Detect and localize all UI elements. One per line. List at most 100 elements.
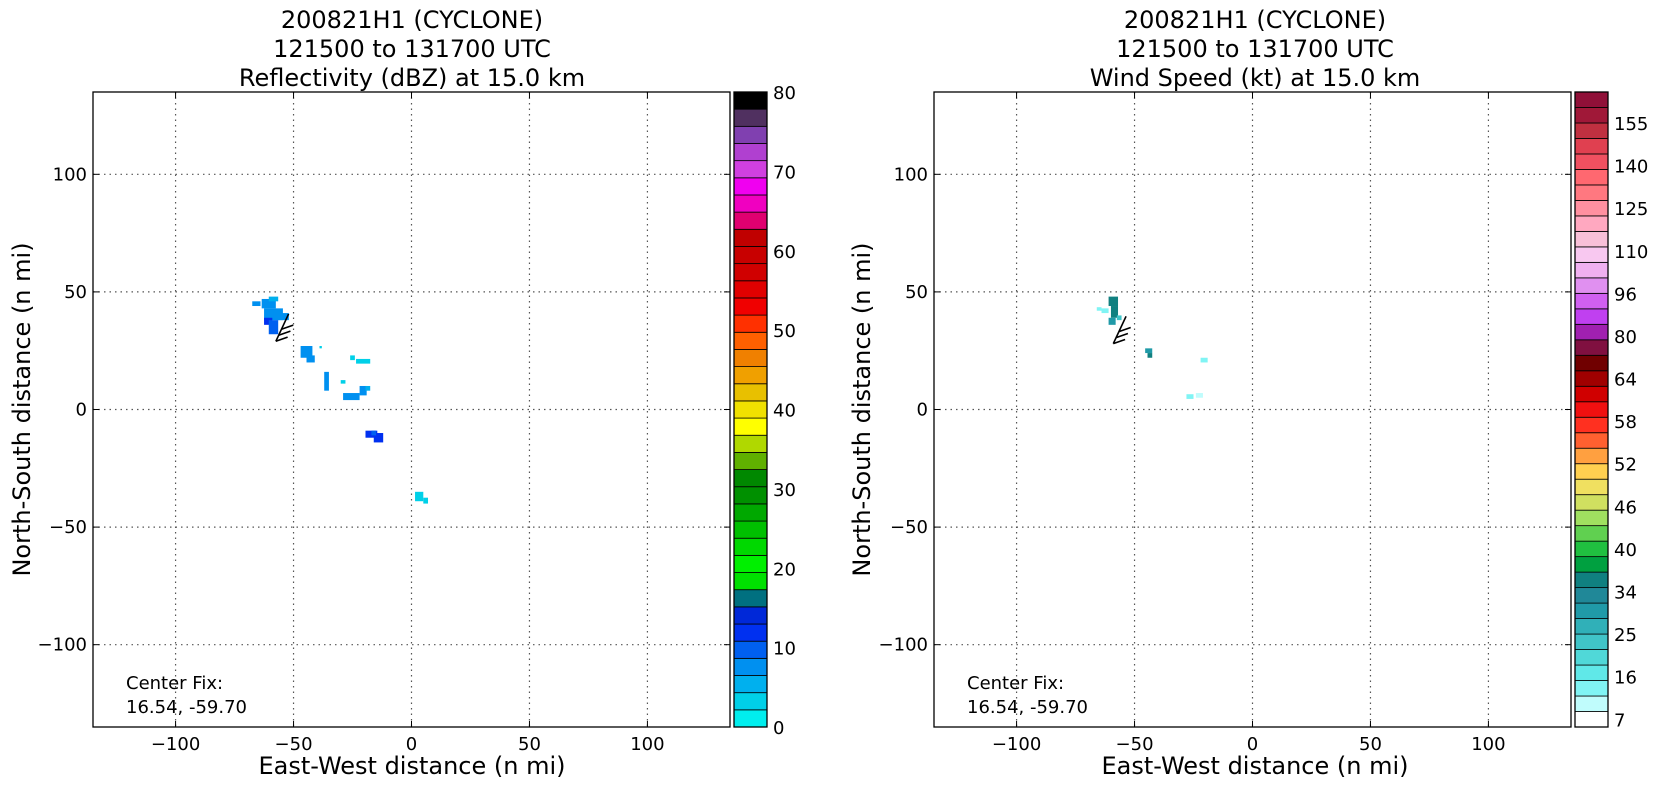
colorbar-swatch bbox=[733, 692, 768, 711]
colorbar-tick-label: 70 bbox=[773, 162, 796, 183]
colorbar-swatch bbox=[1574, 370, 1609, 387]
colorbar-swatch bbox=[1574, 494, 1609, 511]
colorbar-swatch bbox=[1574, 680, 1609, 697]
colorbar-swatch bbox=[733, 486, 768, 505]
colorbar-swatch bbox=[1574, 540, 1609, 558]
x-tick-label: −100 bbox=[151, 734, 200, 755]
colorbar-swatch bbox=[1574, 416, 1609, 434]
colorbar-swatch bbox=[1574, 230, 1609, 248]
colorbar-swatch bbox=[1574, 323, 1609, 341]
colorbar-swatch bbox=[1574, 525, 1609, 542]
y-tick-label: −100 bbox=[879, 635, 928, 656]
colorbar-swatch bbox=[733, 469, 768, 488]
data-cell bbox=[277, 313, 289, 321]
colorbar-swatch bbox=[1574, 711, 1609, 728]
colorbar-swatch bbox=[1574, 602, 1609, 619]
colorbar-swatch bbox=[733, 554, 768, 573]
data-cell bbox=[261, 298, 276, 309]
colorbar-swatch bbox=[1574, 153, 1609, 170]
colorbar-swatch bbox=[1574, 618, 1609, 635]
colorbar-swatch bbox=[1574, 261, 1609, 279]
wind-barb-feather bbox=[281, 324, 294, 331]
wind-barb-feather bbox=[275, 336, 288, 343]
data-cell bbox=[359, 385, 367, 396]
x-axis-label: East-West distance (n mi) bbox=[1101, 752, 1408, 780]
x-tick-label: 0 bbox=[1247, 734, 1258, 755]
colorbar-swatch bbox=[1574, 184, 1609, 201]
y-axis-label: North-South distance (n mi) bbox=[8, 242, 36, 576]
wind-barb-staff bbox=[275, 313, 290, 342]
colorbar-swatch bbox=[1574, 463, 1609, 480]
colorbar-swatch bbox=[733, 417, 768, 436]
y-tick-label: 100 bbox=[894, 164, 928, 185]
chart-title-line: 121500 to 131700 UTC bbox=[273, 35, 551, 63]
x-axis-label: East-West distance (n mi) bbox=[258, 752, 565, 780]
x-tick-label: −50 bbox=[275, 734, 313, 755]
colorbar-swatch bbox=[733, 675, 768, 694]
y-tick-label: −100 bbox=[38, 635, 87, 656]
colorbar-swatch bbox=[733, 349, 768, 367]
colorbar-swatch bbox=[733, 434, 768, 453]
y-tick-label: 50 bbox=[64, 282, 87, 303]
data-cell bbox=[319, 346, 322, 349]
colorbar-swatch bbox=[1574, 277, 1609, 294]
center-fix-annotation: Center Fix: bbox=[126, 673, 223, 694]
colorbar-tick-label: 110 bbox=[1614, 242, 1648, 263]
data-cell bbox=[415, 491, 424, 502]
colorbar-swatch bbox=[733, 640, 768, 659]
data-cell bbox=[350, 355, 355, 361]
data-cell bbox=[324, 371, 329, 391]
colorbar-swatch bbox=[733, 366, 768, 385]
chart-title-line: Reflectivity (dBZ) at 15.0 km bbox=[239, 64, 585, 92]
wind-barb-feather bbox=[1115, 332, 1129, 339]
colorbar: 7 16 25 34 40 46 52 58 64 80 96 110 125 140 155 bbox=[1574, 91, 1648, 731]
data-cell bbox=[1096, 307, 1102, 311]
wind-barb-feather bbox=[1113, 338, 1126, 345]
wind-barb bbox=[1112, 315, 1131, 345]
colorbar-swatch bbox=[1574, 91, 1609, 108]
colorbar-tick-label: 10 bbox=[773, 639, 796, 660]
x-tick-label: 0 bbox=[406, 734, 417, 755]
colorbar-swatch bbox=[1574, 695, 1609, 712]
data-cell bbox=[1110, 306, 1119, 318]
colorbar-swatch bbox=[1574, 401, 1609, 418]
x-tick-label: 50 bbox=[1359, 734, 1382, 755]
data-cell bbox=[264, 317, 273, 325]
data-cell bbox=[268, 320, 279, 335]
colorbar-frame bbox=[1574, 91, 1609, 728]
colorbar-tick-label: 7 bbox=[1614, 710, 1625, 731]
data-cell bbox=[356, 358, 371, 364]
wind-speed-panel: 200821H1 (CYCLONE)121500 to 131700 UTCWi… bbox=[848, 6, 1648, 780]
colorbar-swatch bbox=[733, 297, 768, 316]
colorbar-swatch bbox=[1574, 215, 1609, 232]
colorbar-swatch bbox=[733, 589, 768, 608]
data-cell bbox=[371, 430, 377, 436]
colorbar-tick-label: 125 bbox=[1614, 199, 1648, 220]
wind-barb-staff bbox=[1112, 315, 1127, 344]
data-cell bbox=[1145, 348, 1153, 354]
colorbar-tick-label: 60 bbox=[773, 242, 796, 263]
reflectivity-panel: 200821H1 (CYCLONE)121500 to 131700 UTCRe… bbox=[8, 6, 796, 780]
data-cell bbox=[1147, 353, 1153, 358]
data-cell bbox=[1195, 393, 1203, 398]
y-axis-label: North-South distance (n mi) bbox=[848, 242, 876, 576]
colorbar-tick-label: 155 bbox=[1614, 114, 1648, 135]
wind-barb-feather bbox=[1118, 326, 1131, 333]
data-cell bbox=[306, 355, 315, 363]
colorbar-swatch bbox=[733, 228, 768, 247]
colorbar-swatch bbox=[1574, 122, 1609, 139]
colorbar: 0 10 20 30 40 50 60 70 80 bbox=[733, 83, 796, 739]
colorbar-swatch bbox=[1574, 246, 1609, 263]
x-tick-label: −100 bbox=[992, 734, 1041, 755]
data-cell bbox=[1101, 308, 1109, 314]
colorbar-tick-label: 96 bbox=[1614, 284, 1637, 305]
colorbar-swatch bbox=[733, 108, 768, 127]
data-cell bbox=[373, 433, 384, 443]
data-cell bbox=[300, 346, 313, 358]
colorbar-swatch bbox=[1574, 107, 1609, 124]
colorbar-swatch bbox=[1574, 664, 1609, 681]
colorbar-tick-label: 30 bbox=[773, 480, 796, 501]
colorbar-swatch bbox=[733, 520, 768, 539]
y-tick-label: −50 bbox=[890, 517, 928, 538]
